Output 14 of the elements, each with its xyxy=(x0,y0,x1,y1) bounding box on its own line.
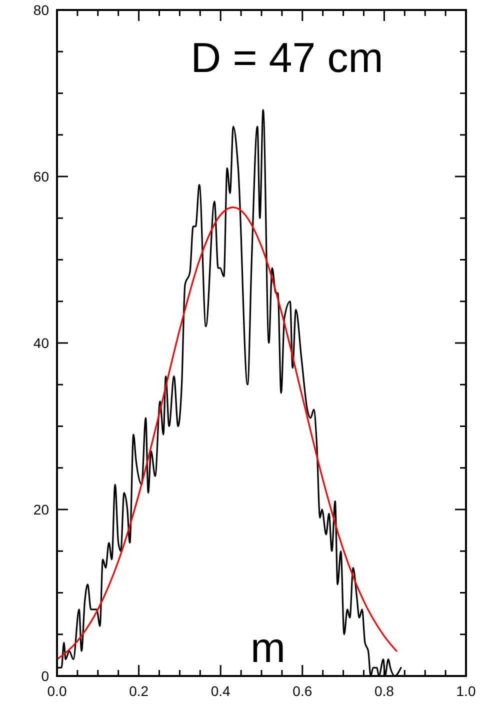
y-tick-label: 80 xyxy=(33,2,50,18)
x-tick-label: 0.8 xyxy=(374,683,394,699)
x-axis-title: m xyxy=(250,624,286,671)
y-tick-label: 20 xyxy=(33,502,50,518)
y-tick-label: 0 xyxy=(41,668,50,684)
y-tick-label: 40 xyxy=(33,335,50,351)
x-tick-label: 0.2 xyxy=(129,683,149,699)
y-tick-label: 60 xyxy=(33,168,50,184)
text: D = 47 cm xyxy=(190,34,384,81)
x-tick-label: 0.4 xyxy=(210,683,231,699)
x-tick-label: 0.6 xyxy=(292,683,312,699)
line-series xyxy=(56,206,398,660)
x-tick-label: 1.0 xyxy=(456,683,476,699)
x-tick-label: 0.0 xyxy=(47,683,67,699)
